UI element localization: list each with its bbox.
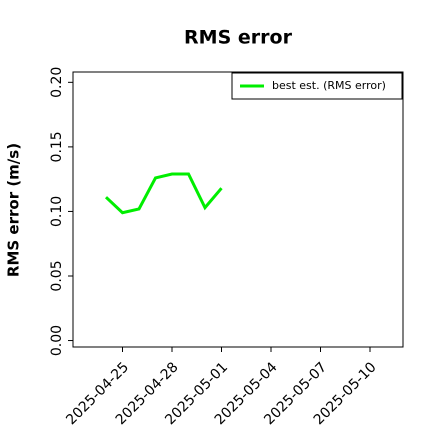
chart-title: RMS error bbox=[184, 27, 293, 49]
y-tick-label: 0.10 bbox=[49, 196, 65, 227]
plot-frame bbox=[72, 71, 404, 348]
y-tick-label: 0.00 bbox=[49, 325, 65, 356]
y-tick-label: 0.20 bbox=[49, 67, 65, 98]
y-axis-label: RMS error (m/s) bbox=[5, 143, 23, 277]
data-line bbox=[104, 172, 223, 215]
y-tick-label: 0.05 bbox=[49, 260, 65, 291]
y-tick-label: 0.15 bbox=[49, 131, 65, 162]
legend-label: best est. (RMS error) bbox=[272, 79, 386, 92]
